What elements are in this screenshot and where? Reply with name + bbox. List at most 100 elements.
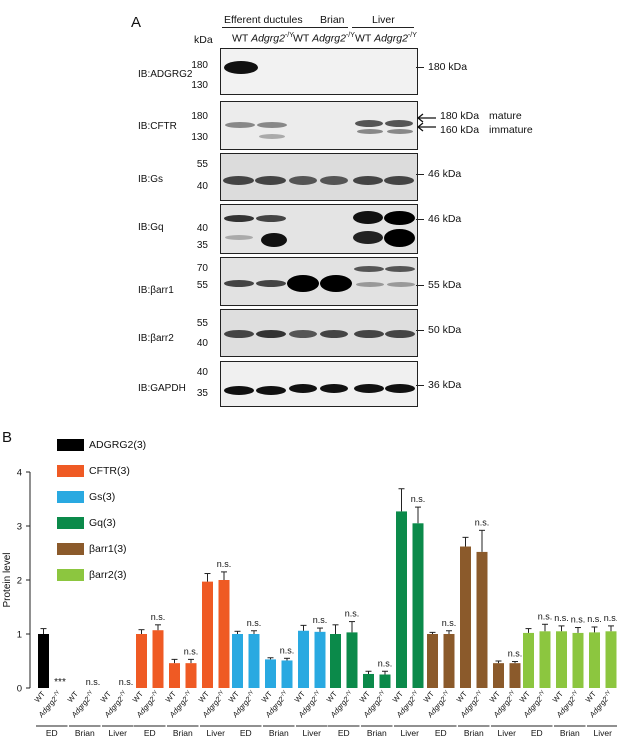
tissue-label: ED: [435, 728, 447, 738]
tissue-label: Brian: [75, 728, 95, 738]
significance-label: n.s.: [475, 517, 490, 527]
lane-header-brain: WT Adgrg2-/Y: [293, 32, 355, 45]
group-line-brain: [288, 27, 348, 28]
legend-item: Gq(3): [57, 514, 116, 532]
legend-item: βarr2(3): [57, 566, 127, 584]
marker-label: 40: [196, 367, 208, 378]
bar: [460, 546, 471, 688]
lane-ko-label: Adgrg2: [312, 32, 346, 45]
legend-item: βarr1(3): [57, 540, 127, 558]
size-label: 36 kDa: [428, 379, 462, 391]
lane-wt-label: WT: [355, 32, 372, 45]
size-label: 180 kDa: [440, 110, 480, 122]
bar: [476, 551, 488, 688]
legend-label: βarr1(3): [89, 542, 127, 555]
y-tick-label: 3: [17, 522, 22, 533]
lane-wt-label: WT: [232, 32, 249, 45]
significance-label: n.s.: [571, 615, 586, 625]
tissue-label: Brian: [560, 728, 580, 738]
bar: [379, 674, 391, 688]
panel-a-label: A: [131, 14, 142, 31]
western-blot-adgrg2: [220, 48, 418, 95]
tissue-label: ED: [531, 728, 543, 738]
size-label: mature: [489, 110, 522, 122]
significance-label: n.s.: [442, 618, 457, 628]
legend-swatch: [57, 516, 84, 529]
significance-label: n.s.: [247, 618, 262, 628]
lane-ko-sup: -/Y: [284, 32, 294, 39]
marker-label: 70: [196, 263, 208, 274]
legend-swatch: [57, 542, 84, 555]
marker-label: 55: [196, 318, 208, 329]
legend-label: ADGRG2(3): [89, 438, 147, 451]
legend-label: Gs(3): [89, 490, 116, 503]
y-tick-label: 0: [17, 684, 22, 695]
panel-b-label: B: [2, 429, 13, 446]
significance-label: n.s.: [554, 613, 569, 623]
bar: [281, 660, 293, 688]
tissue-label: Liver: [303, 728, 322, 738]
group-line-liver: [352, 27, 414, 28]
tissue-label: ED: [46, 728, 58, 738]
bar: [248, 634, 260, 688]
size-label: 180 kDa: [428, 61, 468, 73]
legend-label: βarr2(3): [89, 568, 127, 581]
marker-label: 40: [196, 223, 208, 234]
size-label: 46 kDa: [428, 168, 462, 180]
tissue-label: Liver: [401, 728, 420, 738]
significance-label: n.s.: [280, 645, 295, 655]
tissue-label: ED: [338, 728, 350, 738]
marker-label: 40: [196, 181, 208, 192]
group-line-ed: [222, 27, 316, 28]
bar: [556, 631, 567, 688]
significance-label: n.s.: [184, 646, 199, 656]
bar: [523, 632, 534, 688]
bar: [346, 632, 358, 688]
tissue-label: Liver: [498, 728, 517, 738]
size-label: immature: [489, 124, 533, 136]
size-label: 46 kDa: [428, 213, 462, 225]
blot-label-cftr: IB:CFTR: [138, 121, 177, 132]
bar: [493, 663, 504, 688]
bar: [330, 634, 341, 688]
marker-label: 35: [196, 388, 208, 399]
significance-label: n.s.: [604, 613, 617, 623]
group-header-brain: Brian: [320, 14, 345, 26]
western-blot-gapdh: [220, 361, 418, 407]
marker-label: 40: [196, 338, 208, 349]
bar: [232, 634, 243, 688]
bar: [589, 632, 600, 688]
blot-band: [224, 61, 258, 74]
significance-label: n.s.: [313, 615, 328, 625]
lane-ko-sup: -/Y: [345, 32, 355, 39]
marker-label: 55: [196, 159, 208, 170]
blot-label-adgrg2: IB:ADGRG2: [138, 69, 193, 80]
bar: [427, 634, 438, 688]
lane-ko-label: Adgrg2: [374, 32, 408, 45]
bar: [412, 523, 424, 688]
size-label: 55 kDa: [428, 279, 462, 291]
bar: [136, 634, 147, 688]
marker-label: 130: [191, 132, 208, 143]
marker-label: 35: [196, 240, 208, 251]
y-tick-label: 4: [17, 468, 22, 479]
blot-label-barr2: IB:βarr2: [138, 333, 174, 344]
bar: [443, 634, 455, 688]
significance-label: n.s.: [86, 677, 101, 687]
lane-ko-sup: -/Y: [407, 32, 417, 39]
bar: [509, 663, 521, 688]
significance-label: n.s.: [217, 559, 232, 569]
western-blot-barr1: [220, 257, 418, 306]
legend-item: CFTR(3): [57, 462, 130, 480]
legend-label: CFTR(3): [89, 464, 130, 477]
y-tick-label: 2: [17, 576, 22, 587]
bar: [169, 663, 180, 688]
arrows-icon: [416, 113, 436, 132]
lane-header-liver: WT Adgrg2-/Y: [355, 32, 417, 45]
legend-item: ADGRG2(3): [57, 436, 146, 454]
marker-label: 180: [191, 111, 208, 122]
tissue-label: Brian: [173, 728, 193, 738]
size-label: 50 kDa: [428, 324, 462, 336]
tissue-label: Liver: [109, 728, 128, 738]
